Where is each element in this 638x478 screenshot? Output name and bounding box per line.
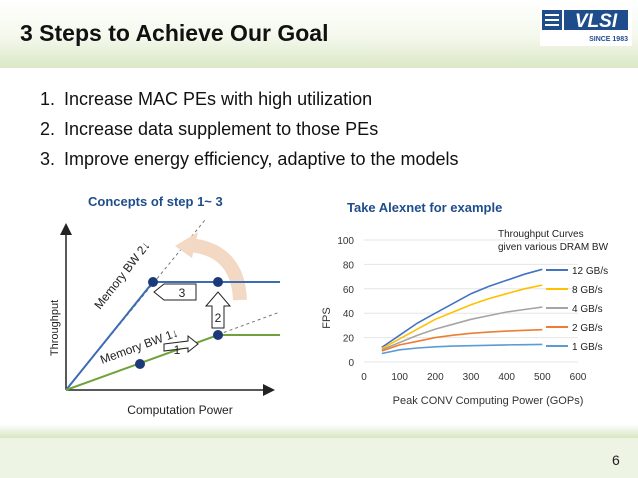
legend-label: 4 GB/s (572, 304, 603, 315)
logo-text: VLSI (575, 11, 618, 32)
step-3-label: 3 (179, 286, 186, 300)
y-tick-label: 0 (348, 358, 354, 369)
marker-dot (213, 277, 223, 287)
slide-title: 3 Steps to Achieve Our Goal (20, 20, 329, 46)
legend-label: 2 GB/s (572, 323, 603, 334)
marker-dot (148, 277, 158, 287)
step-2-arrow (204, 291, 232, 329)
title-band (0, 0, 638, 68)
marker-dot (213, 330, 223, 340)
concept-y-label: Throughput (49, 300, 61, 356)
alexnet-chart: Throughput Curves given various DRAM BW … (321, 229, 609, 407)
x-tick-label: 300 (463, 372, 480, 383)
legend-title-line: Throughput Curves (498, 229, 584, 240)
x-tick-label: 0 (361, 372, 367, 383)
chart-x-label: Peak CONV Computing Power (GOPs) (393, 395, 584, 407)
concept-title: Concepts of step 1~ 3 (88, 194, 223, 209)
footer-band (0, 424, 638, 438)
chart-y-label: FPS (321, 307, 333, 328)
series-line (381, 343, 543, 355)
x-tick-label: 500 (534, 372, 551, 383)
legend-label: 1 GB/s (572, 342, 603, 353)
y-tick-label: 60 (343, 285, 355, 296)
bw2-label: Memory BW 2↓ (91, 239, 153, 312)
list-item: 2. Increase data supplement to those PEs (40, 119, 379, 139)
concept-x-label: Computation Power (127, 403, 232, 417)
list-item: 1. Increase MAC PEs with high utilization (40, 89, 373, 109)
x-tick-label: 100 (391, 372, 408, 383)
series-line (381, 306, 543, 351)
series-line (381, 268, 543, 349)
logo-subtitle: SINCE 1983 (589, 36, 628, 43)
step-2-label: 2 (215, 311, 222, 325)
vlsi-logo: VLSI SINCE 1983 (540, 6, 632, 46)
y-tick-label: 80 (343, 260, 355, 271)
step-1-label: 1 (174, 343, 181, 357)
x-tick-label: 400 (498, 372, 515, 383)
marker-dot (135, 359, 145, 369)
page-number: 6 (612, 452, 620, 468)
footer-area (0, 438, 638, 478)
curved-arrow-shadow (188, 238, 247, 301)
legend-label: 8 GB/s (572, 285, 603, 296)
step-3-arrow (153, 283, 197, 301)
y-tick-label: 40 (343, 309, 355, 320)
step-1-arrow (163, 334, 199, 354)
series-line (381, 284, 543, 350)
list-item: 3. Improve energy efficiency, adaptive to… (40, 149, 459, 169)
y-tick-label: 20 (343, 334, 355, 345)
legend-label: 12 GB/s (572, 266, 608, 277)
series-line (381, 328, 543, 352)
y-tick-label: 100 (337, 236, 354, 247)
curved-arrow-head (175, 232, 198, 258)
legend-title-line: given various DRAM BW (498, 242, 609, 253)
steps-list: 1. Increase MAC PEs with high utilization… (40, 86, 459, 176)
x-tick-label: 600 (570, 372, 587, 383)
concept-diagram: Throughput Computation Power Memory BW 2… (49, 219, 281, 417)
x-tick-label: 200 (427, 372, 444, 383)
alexnet-title: Take Alexnet for example (347, 200, 503, 215)
